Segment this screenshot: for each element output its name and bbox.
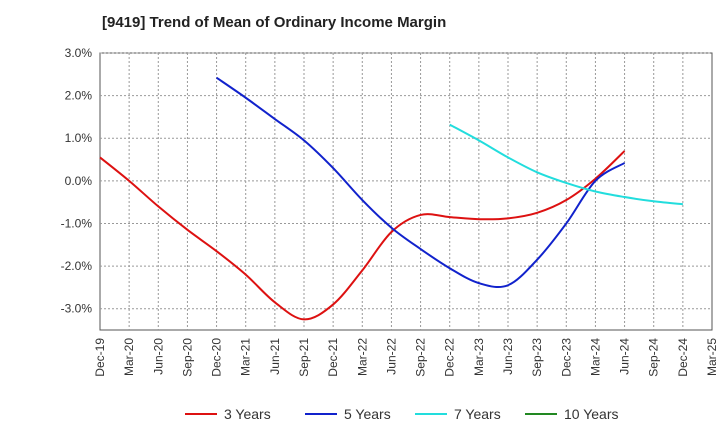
- x-tick-label: Sep-20: [180, 338, 194, 377]
- y-tick-label: 0.0%: [65, 174, 93, 188]
- y-tick-label: -3.0%: [61, 302, 93, 316]
- grid-lines: [99, 52, 713, 331]
- x-tick-label: Sep-22: [414, 338, 428, 377]
- x-tick-label: Mar-23: [472, 338, 486, 376]
- x-tick-label: Dec-23: [559, 338, 573, 377]
- x-tick-label: Jun-24: [618, 338, 632, 375]
- legend-label-5-years: 5 Years: [344, 406, 391, 422]
- y-tick-label: -1.0%: [61, 216, 93, 230]
- chart-title: [9419] Trend of Mean of Ordinary Income …: [102, 14, 447, 31]
- plot-area: [99, 52, 713, 331]
- series-line-3-years: [99, 150, 626, 321]
- y-tick-label: 2.0%: [65, 89, 93, 103]
- x-tick-label: Mar-20: [122, 338, 136, 376]
- x-tick-label: Mar-21: [239, 338, 253, 376]
- x-tick-label: Jun-21: [268, 338, 282, 375]
- x-tick-label: Jun-20: [151, 338, 165, 375]
- axes: 3.0% 2.0% 1.0% 0.0% -1.0% -2.0% -3.0% Dec-19 Mar…: [61, 46, 719, 377]
- x-tick-label: Dec-20: [210, 338, 224, 377]
- y-tick-label: 3.0%: [65, 46, 93, 60]
- x-tick-label: Dec-19: [93, 338, 107, 377]
- x-tick-label: Mar-25: [705, 338, 719, 376]
- legend: 3 Years 5 Years 7 Years 10 Years: [185, 406, 619, 422]
- series-line-7-years: [449, 123, 683, 206]
- legend-label-7-years: 7 Years: [454, 406, 501, 422]
- x-tick-label: Sep-24: [647, 338, 661, 377]
- legend-label-3-years: 3 Years: [224, 406, 271, 422]
- x-tick-label: Sep-23: [530, 338, 544, 377]
- series-line-5-years: [216, 76, 626, 289]
- x-tick-label: Dec-22: [443, 338, 457, 377]
- series-lines: [99, 76, 683, 321]
- y-tick-label: -2.0%: [61, 259, 93, 273]
- x-tick-label: Jun-23: [501, 338, 515, 375]
- y-tick-label: 1.0%: [65, 131, 93, 145]
- x-tick-label: Mar-22: [355, 338, 369, 376]
- x-tick-label: Jun-22: [384, 338, 398, 375]
- legend-label-10-years: 10 Years: [564, 406, 619, 422]
- x-tick-label: Sep-21: [297, 338, 311, 377]
- x-tick-label: Mar-24: [588, 338, 602, 376]
- x-tick-label: Dec-21: [326, 338, 340, 377]
- x-tick-label: Dec-24: [676, 338, 690, 377]
